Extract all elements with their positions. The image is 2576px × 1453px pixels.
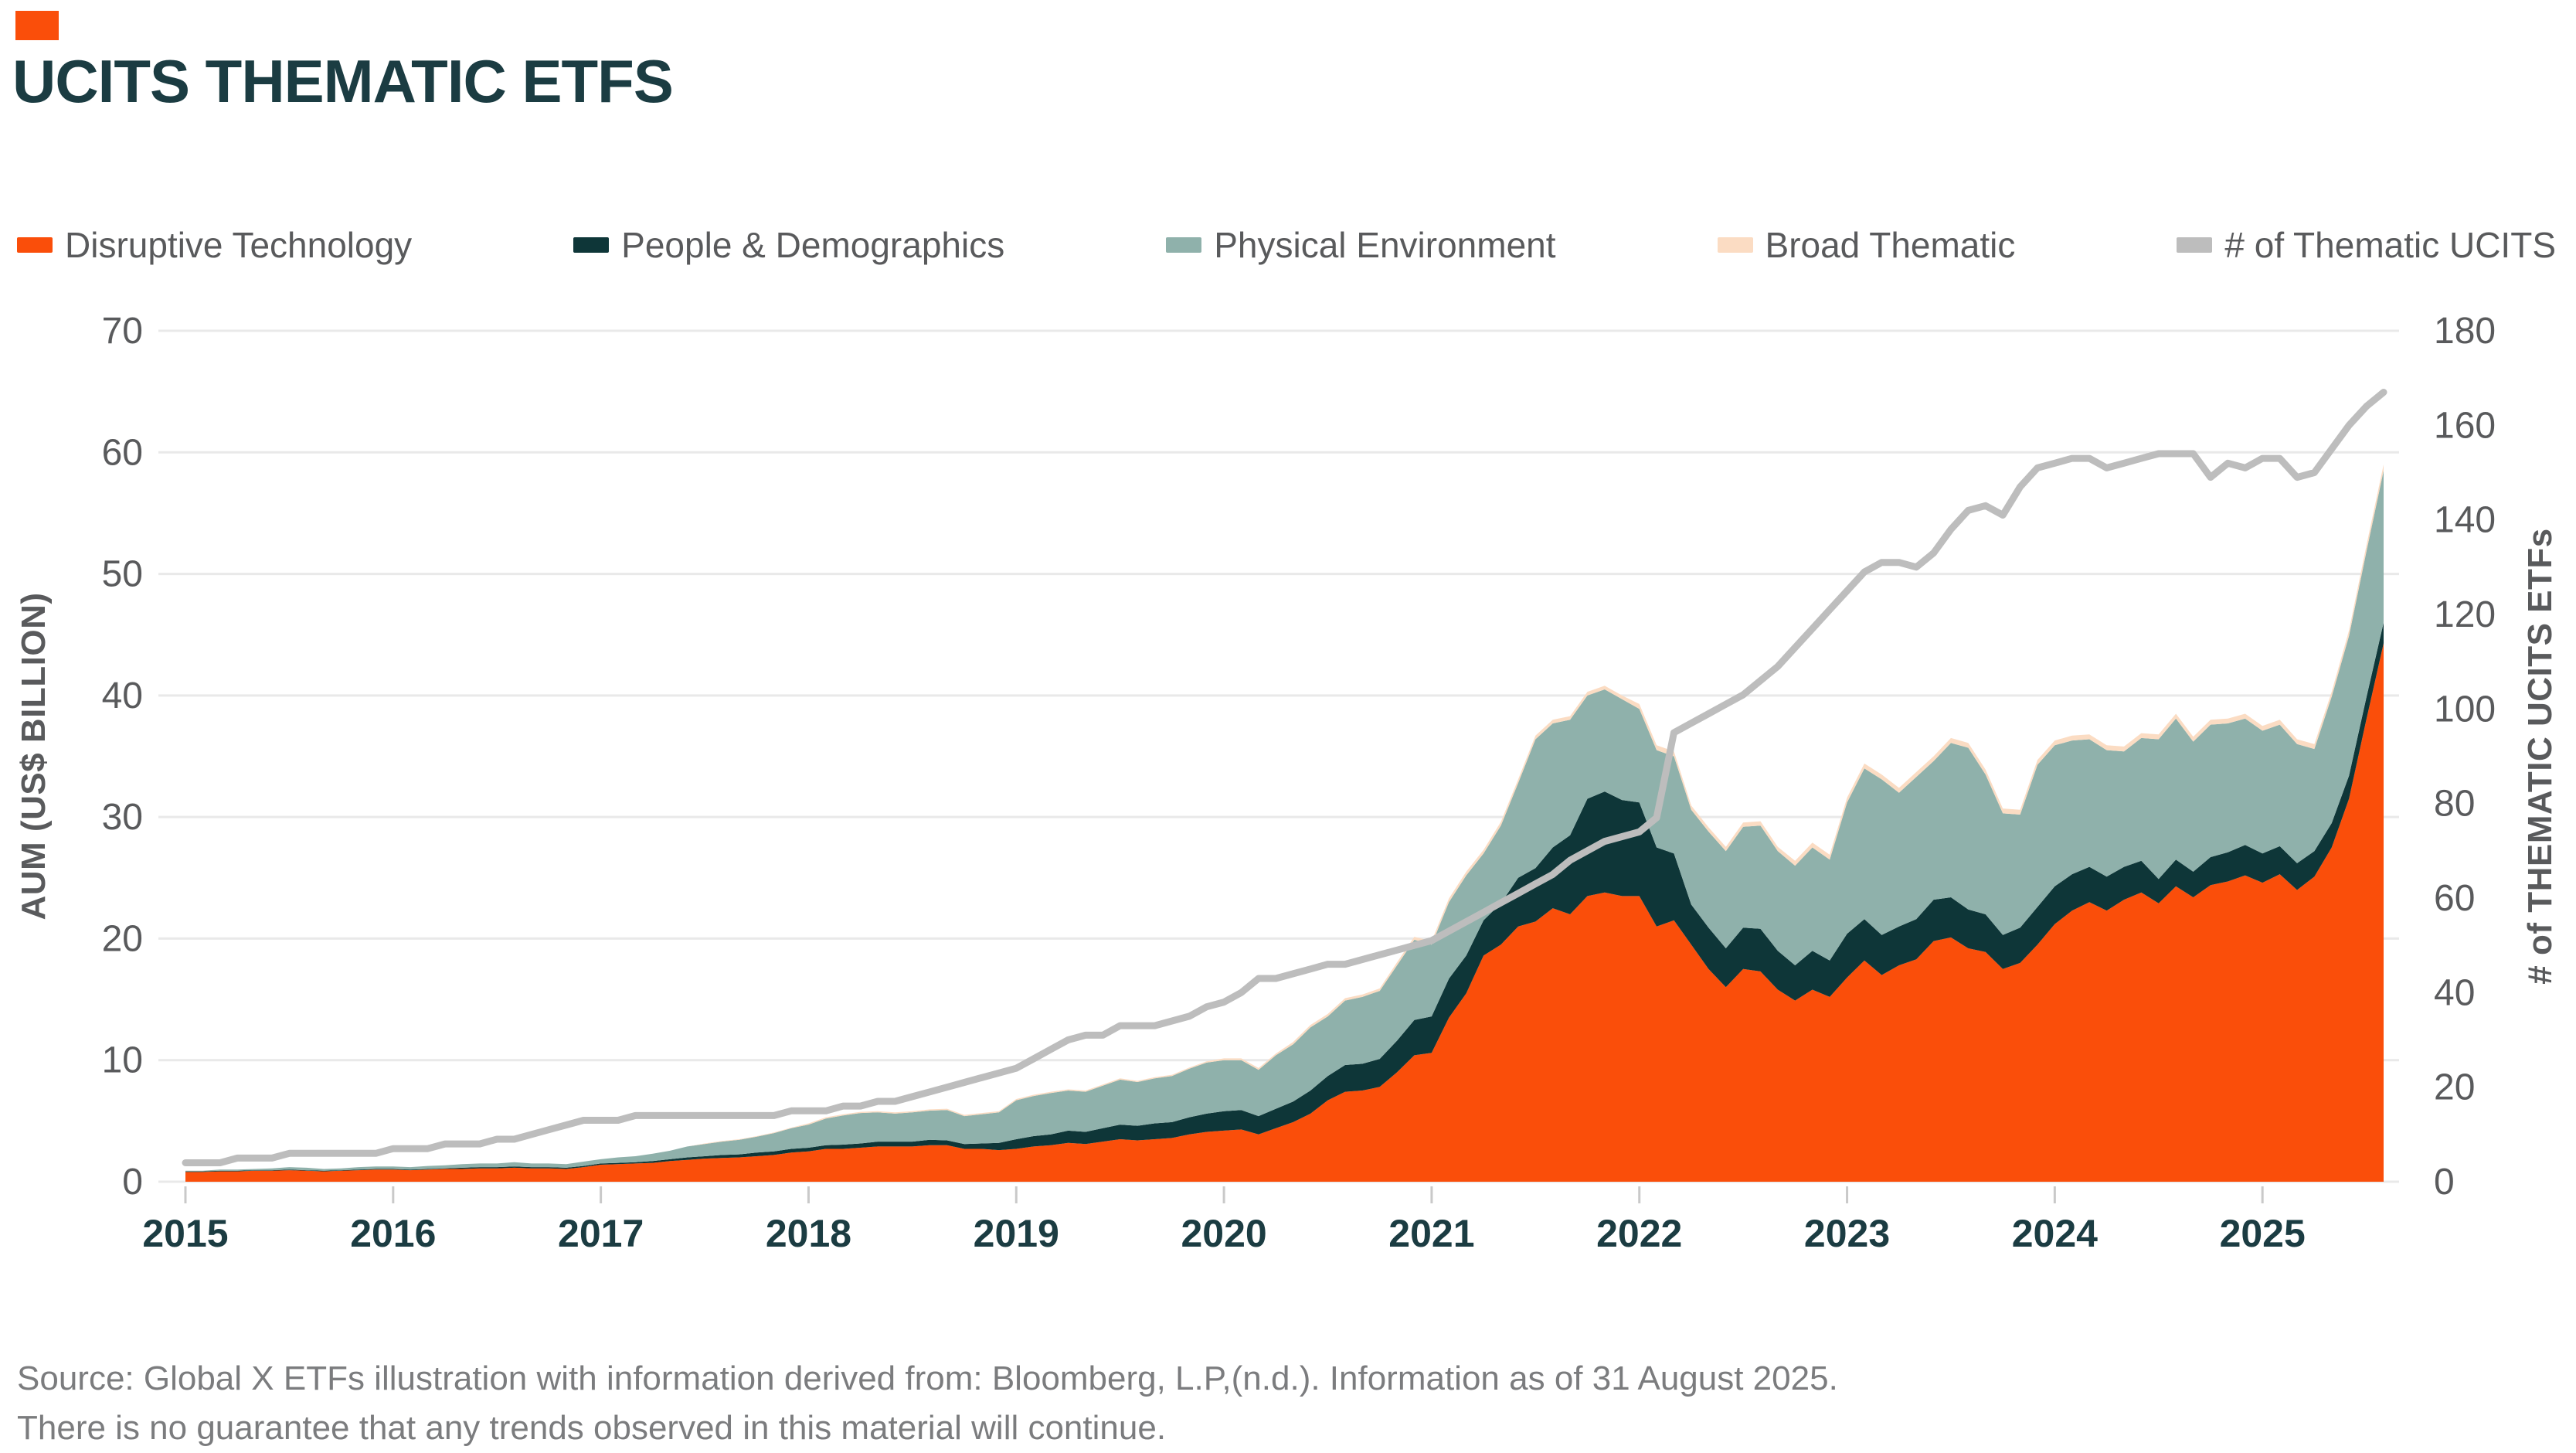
svg-text:160: 160 (2434, 405, 2496, 446)
svg-text:140: 140 (2434, 500, 2496, 541)
svg-text:2024: 2024 (2012, 1212, 2098, 1255)
page-title: UCITS THEMATIC ETFS (12, 47, 674, 115)
svg-text:60: 60 (2434, 878, 2475, 919)
legend-item-number-of-thematic-ucits: # of Thematic UCITS (2177, 224, 2556, 266)
svg-text:2020: 2020 (1181, 1212, 1266, 1255)
source-line-2: There is no guarantee that any trends ob… (17, 1409, 1167, 1447)
svg-text:20: 20 (102, 918, 143, 959)
svg-text:100: 100 (2434, 689, 2496, 730)
legend-swatch (1166, 237, 1202, 253)
legend-label: People & Demographics (621, 225, 1005, 265)
source-line-1: Source: Global X ETFs illustration with … (17, 1359, 1838, 1397)
svg-text:2022: 2022 (1596, 1212, 1682, 1255)
legend-swatch (1717, 237, 1753, 253)
legend-item-broad-thematic: Broad Thematic (1717, 224, 2016, 266)
legend-label: Disruptive Technology (65, 225, 413, 265)
svg-text:0: 0 (2434, 1162, 2455, 1203)
svg-text:2025: 2025 (2220, 1212, 2306, 1255)
svg-text:40: 40 (102, 675, 143, 716)
svg-text:2023: 2023 (1804, 1212, 1890, 1255)
svg-text:120: 120 (2434, 594, 2496, 635)
legend-swatch (573, 237, 610, 253)
svg-text:2015: 2015 (142, 1212, 228, 1255)
source-note: Source: Global X ETFs illustration with … (17, 1354, 1838, 1453)
accent-square (15, 11, 59, 40)
svg-text:2018: 2018 (766, 1212, 851, 1255)
svg-text:60: 60 (102, 432, 143, 473)
svg-text:70: 70 (102, 311, 143, 352)
stacked-area-chart: 0 10 20 30 40 50 60 70 0 20 40 60 80 100 120 140 160 180 2… (15, 311, 2559, 1255)
svg-text:2021: 2021 (1388, 1212, 1474, 1255)
svg-text:180: 180 (2434, 311, 2496, 352)
svg-text:50: 50 (102, 554, 143, 595)
chart-legend: Disruptive Technology People & Demograph… (17, 224, 2556, 266)
svg-text:10: 10 (102, 1040, 143, 1081)
legend-item-physical-environment: Physical Environment (1166, 224, 1556, 266)
svg-text:2017: 2017 (558, 1212, 644, 1255)
legend-item-people-demographics: People & Demographics (573, 224, 1004, 266)
svg-text:0: 0 (122, 1162, 143, 1203)
svg-text:2019: 2019 (974, 1212, 1059, 1255)
legend-swatch (2177, 237, 2213, 253)
svg-text:80: 80 (2434, 784, 2475, 825)
svg-text:2016: 2016 (350, 1212, 436, 1255)
legend-label: Broad Thematic (1765, 225, 2016, 265)
legend-label: # of Thematic UCITS (2224, 225, 2556, 265)
svg-text:30: 30 (102, 797, 143, 838)
svg-text:# of THEMATIC UCITS ETFs: # of THEMATIC UCITS ETFs (2521, 528, 2559, 985)
legend-swatch (17, 237, 53, 253)
svg-text:40: 40 (2434, 972, 2475, 1013)
legend-item-disruptive-technology: Disruptive Technology (17, 224, 412, 266)
legend-label: Physical Environment (1214, 225, 1556, 265)
svg-text:20: 20 (2434, 1067, 2475, 1108)
svg-text:AUM (US$ BILLION): AUM (US$ BILLION) (15, 592, 53, 920)
